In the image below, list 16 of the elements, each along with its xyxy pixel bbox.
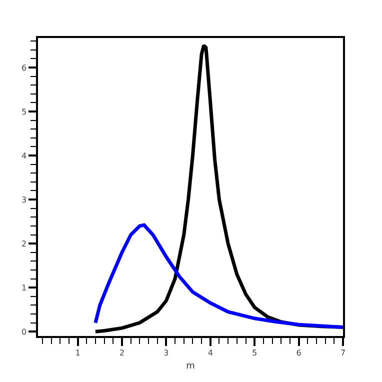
- x-tick-label: 1: [75, 348, 80, 358]
- y-tick-label: 1: [22, 283, 27, 292]
- x-tick-label: 5: [252, 348, 258, 358]
- y-tick-label: 6: [22, 63, 27, 72]
- x-tick-label: 7: [340, 348, 346, 358]
- x-tick-label: 2: [119, 348, 125, 358]
- y-tick-label: 4: [22, 151, 27, 160]
- y-tick-label: 5: [22, 107, 27, 116]
- x-axis-title: m: [186, 362, 195, 372]
- line-series: [94, 223, 343, 329]
- x-tick-label: 4: [208, 348, 213, 358]
- y-tick-label: 2: [22, 239, 27, 248]
- y-tick-label: 3: [22, 195, 27, 204]
- x-tick-label: 3: [164, 348, 169, 358]
- y-tick-label: 0: [22, 327, 27, 336]
- x-tick-label: 6: [296, 348, 302, 358]
